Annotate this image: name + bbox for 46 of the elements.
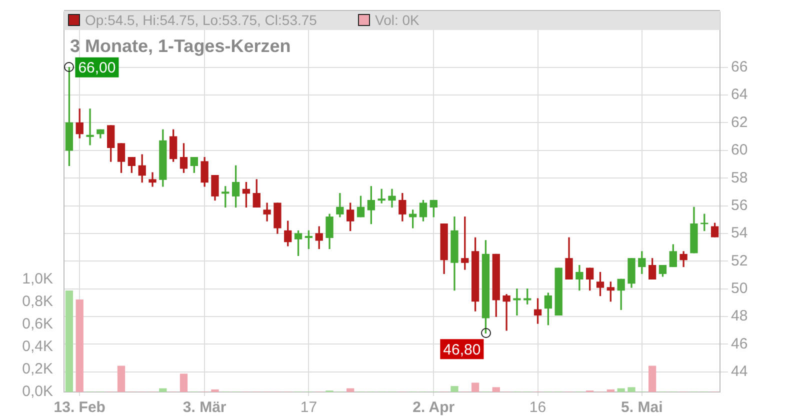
y2-tick-label: 58 <box>731 169 748 186</box>
bar <box>648 366 656 392</box>
y2-tick-label: 62 <box>731 114 748 131</box>
y2-tick-label: 46 <box>731 335 748 352</box>
bar <box>65 290 74 392</box>
text: 46,80 <box>443 341 481 358</box>
bar <box>617 388 625 392</box>
bar <box>180 374 188 392</box>
bar <box>159 388 167 392</box>
annotation: Vol: 0K <box>375 12 420 28</box>
y-tick-label: 1,0K <box>22 270 53 288</box>
x-tick-label: 17 <box>300 399 318 416</box>
x-tick-label: 16 <box>529 399 546 416</box>
bar <box>117 366 126 392</box>
bar <box>471 382 480 392</box>
bar <box>76 299 84 392</box>
y-tick-label: 0,6K <box>22 316 53 333</box>
y-tick-label: 0,4K <box>22 338 53 356</box>
annotation: Op:54.5, Hi:54.75, Lo:53.75, Cl:53.75 <box>85 12 317 28</box>
y2-tick-label: 66 <box>731 58 748 76</box>
candlestick <box>513 288 521 316</box>
y2-tick-label: 54 <box>731 224 748 242</box>
candlestick <box>524 288 532 304</box>
x-tick-label: 3. Mär <box>182 399 226 416</box>
x-tick-label: 5. Mai <box>621 399 663 416</box>
y2-tick-label: 44 <box>731 363 748 380</box>
y2-tick-label: 64 <box>731 86 748 104</box>
bar <box>492 387 500 392</box>
bar <box>346 388 354 392</box>
y-tick-label: 0,8K <box>22 293 53 310</box>
y2-tick-label: 52 <box>731 252 748 270</box>
y-tick-label: 0,0K <box>22 383 53 400</box>
y-tick-label: 0,2K <box>22 360 53 378</box>
x-tick-label: 13. Feb <box>54 399 106 416</box>
bar <box>628 387 636 392</box>
x-tick-label: 2. Apr <box>412 399 455 416</box>
bar <box>606 389 614 392</box>
y2-tick-label: 60 <box>731 142 748 159</box>
y2-tick-label: 56 <box>731 196 748 214</box>
text: 3 Monate, 1-Tages-Kerzen <box>70 36 291 57</box>
bar <box>450 386 458 392</box>
bar <box>211 389 219 392</box>
candlestick <box>554 268 562 316</box>
y2-tick-label: 48 <box>731 308 748 325</box>
y2-tick-label: 50 <box>731 280 748 298</box>
text: 66,00 <box>78 60 116 77</box>
